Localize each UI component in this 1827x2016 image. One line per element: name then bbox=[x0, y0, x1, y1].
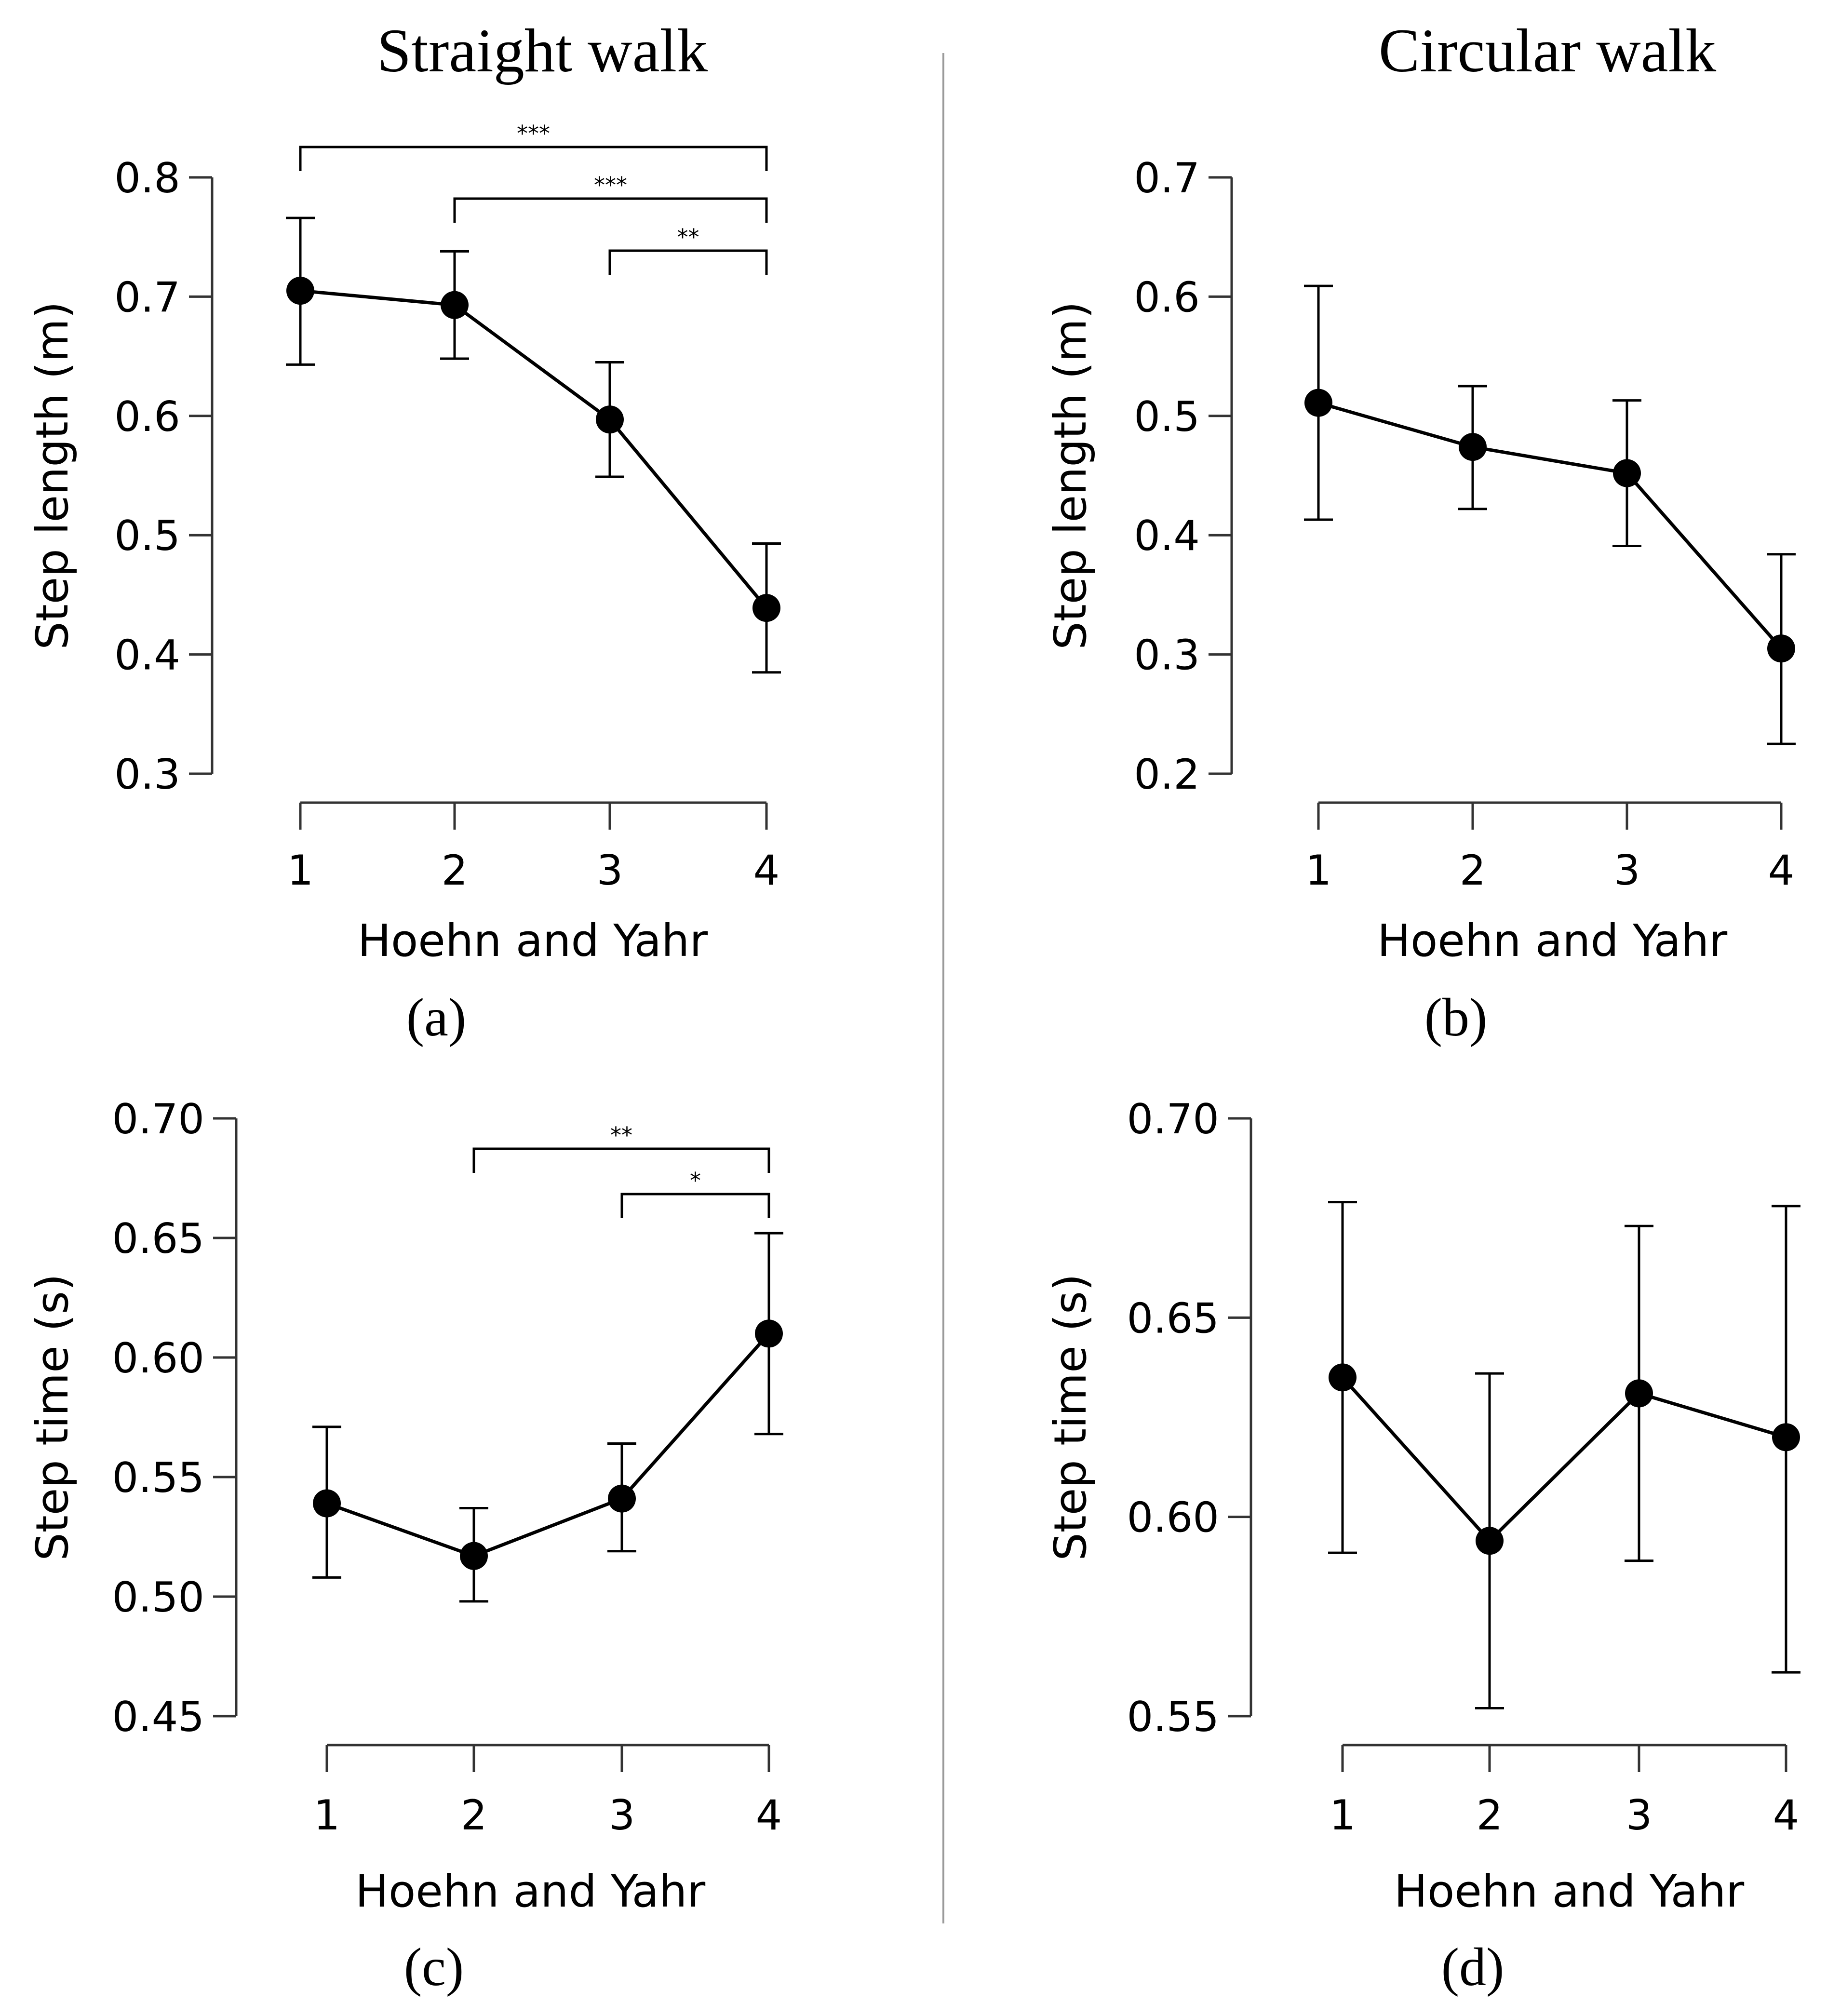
series-line bbox=[1318, 401, 1783, 650]
x-tick-label: 2 bbox=[442, 847, 468, 895]
y-tick-label: 0.60 bbox=[1127, 1494, 1219, 1542]
x-tick-label: 3 bbox=[1626, 1791, 1652, 1840]
data-point bbox=[596, 405, 624, 434]
series-line bbox=[300, 289, 768, 609]
significance-bracket bbox=[453, 197, 768, 223]
x-tick-label: 2 bbox=[461, 1791, 487, 1840]
data-point bbox=[460, 1542, 488, 1570]
y-axis-title: Step length (m) bbox=[27, 301, 78, 650]
chart-panel-a: 0.3 0.4 0.5 0.6 0.7 0.8 1 2 3 4 Hoehn and Yahr Step… bbox=[27, 121, 781, 1048]
y-tick-label: 0.65 bbox=[1127, 1294, 1219, 1343]
data-point bbox=[1304, 389, 1332, 417]
column-title-straight-walk: Straight walk bbox=[377, 16, 708, 85]
x-tick-label: 4 bbox=[1773, 1791, 1800, 1840]
y-tick-label: 0.70 bbox=[112, 1095, 204, 1143]
data-point bbox=[1625, 1379, 1653, 1408]
data-point bbox=[755, 1319, 783, 1348]
x-tick-label: 4 bbox=[753, 847, 780, 895]
significance-label: ** bbox=[677, 224, 699, 250]
data-point bbox=[441, 291, 469, 319]
y-tick-label: 0.3 bbox=[1134, 632, 1200, 680]
significance-bracket bbox=[472, 1147, 770, 1173]
x-axis-title: Hoehn and Yahr bbox=[355, 1866, 705, 1917]
panel-label: (d) bbox=[1441, 1937, 1505, 1997]
data-point bbox=[1767, 634, 1795, 663]
y-tick-label: 0.3 bbox=[114, 751, 180, 799]
chart-panel-d: 0.55 0.60 0.65 0.70 1 2 3 4 Hoehn and Yahr Step t… bbox=[1045, 1095, 1800, 1997]
y-tick-label: 0.4 bbox=[114, 632, 180, 680]
y-tick-label: 0.2 bbox=[1134, 751, 1200, 799]
x-tick-label: 1 bbox=[1305, 847, 1332, 895]
y-tick-label: 0.50 bbox=[112, 1573, 204, 1622]
data-point bbox=[608, 1484, 636, 1513]
panel-label: (b) bbox=[1424, 988, 1488, 1048]
data-point bbox=[286, 277, 314, 305]
data-point bbox=[313, 1489, 341, 1518]
y-tick-label: 0.55 bbox=[1127, 1693, 1219, 1741]
series-line bbox=[1341, 1376, 1787, 1544]
x-axis-title: Hoehn and Yahr bbox=[1377, 915, 1727, 967]
data-point bbox=[1476, 1527, 1504, 1555]
significance-bracket bbox=[299, 146, 768, 171]
x-tick-label: 2 bbox=[1460, 847, 1486, 895]
x-tick-label: 3 bbox=[609, 1791, 635, 1840]
x-tick-label: 3 bbox=[597, 847, 623, 895]
y-tick-label: 0.70 bbox=[1127, 1095, 1219, 1143]
y-tick-label: 0.7 bbox=[114, 273, 180, 322]
significance-bracket bbox=[608, 249, 768, 275]
y-tick-label: 0.6 bbox=[114, 393, 180, 441]
y-tick-label: 0.7 bbox=[1134, 154, 1200, 202]
data-point bbox=[1772, 1423, 1800, 1452]
x-tick-label: 1 bbox=[1330, 1791, 1356, 1840]
y-axis-title: Step time (s) bbox=[1045, 1274, 1096, 1561]
significance-label: ** bbox=[610, 1122, 632, 1148]
x-tick-label: 1 bbox=[287, 847, 314, 895]
x-tick-label: 4 bbox=[1768, 847, 1795, 895]
x-axis-title: Hoehn and Yahr bbox=[1394, 1866, 1744, 1917]
y-tick-label: 0.60 bbox=[112, 1334, 204, 1383]
data-point bbox=[752, 594, 780, 622]
panel-label: (c) bbox=[404, 1937, 464, 1997]
data-point bbox=[1613, 459, 1641, 487]
x-tick-label: 1 bbox=[314, 1791, 340, 1840]
y-tick-label: 0.5 bbox=[114, 512, 180, 560]
series-line bbox=[326, 1332, 770, 1558]
y-tick-label: 0.65 bbox=[112, 1215, 204, 1263]
data-point bbox=[1329, 1363, 1357, 1392]
y-tick-label: 0.6 bbox=[1134, 273, 1200, 322]
column-title-circular-walk: Circular walk bbox=[1379, 16, 1716, 85]
y-tick-label: 0.5 bbox=[1134, 393, 1200, 441]
y-tick-label: 0.8 bbox=[114, 154, 180, 202]
significance-label: *** bbox=[594, 172, 627, 198]
y-tick-label: 0.4 bbox=[1134, 512, 1200, 560]
chart-panel-b: 0.2 0.3 0.4 0.5 0.6 0.7 1 2 3 4 Hoehn and Yahr Step… bbox=[1045, 154, 1796, 1048]
panel-label: (a) bbox=[406, 988, 466, 1048]
significance-bracket bbox=[620, 1193, 770, 1218]
y-axis-title: Step time (s) bbox=[27, 1274, 78, 1561]
chart-panel-c: 0.45 0.50 0.55 0.60 0.65 0.70 1 2 3 4 Hoehn and Ya… bbox=[27, 1095, 783, 1997]
x-tick-label: 3 bbox=[1614, 847, 1640, 895]
x-tick-label: 4 bbox=[756, 1791, 782, 1840]
data-point bbox=[1459, 433, 1487, 461]
y-tick-label: 0.45 bbox=[112, 1693, 204, 1741]
x-tick-label: 2 bbox=[1477, 1791, 1503, 1840]
significance-label: * bbox=[690, 1168, 701, 1194]
significance-label: *** bbox=[517, 121, 550, 147]
y-tick-label: 0.55 bbox=[112, 1454, 204, 1502]
x-axis-title: Hoehn and Yahr bbox=[358, 915, 708, 967]
y-axis-title: Step length (m) bbox=[1045, 301, 1096, 650]
